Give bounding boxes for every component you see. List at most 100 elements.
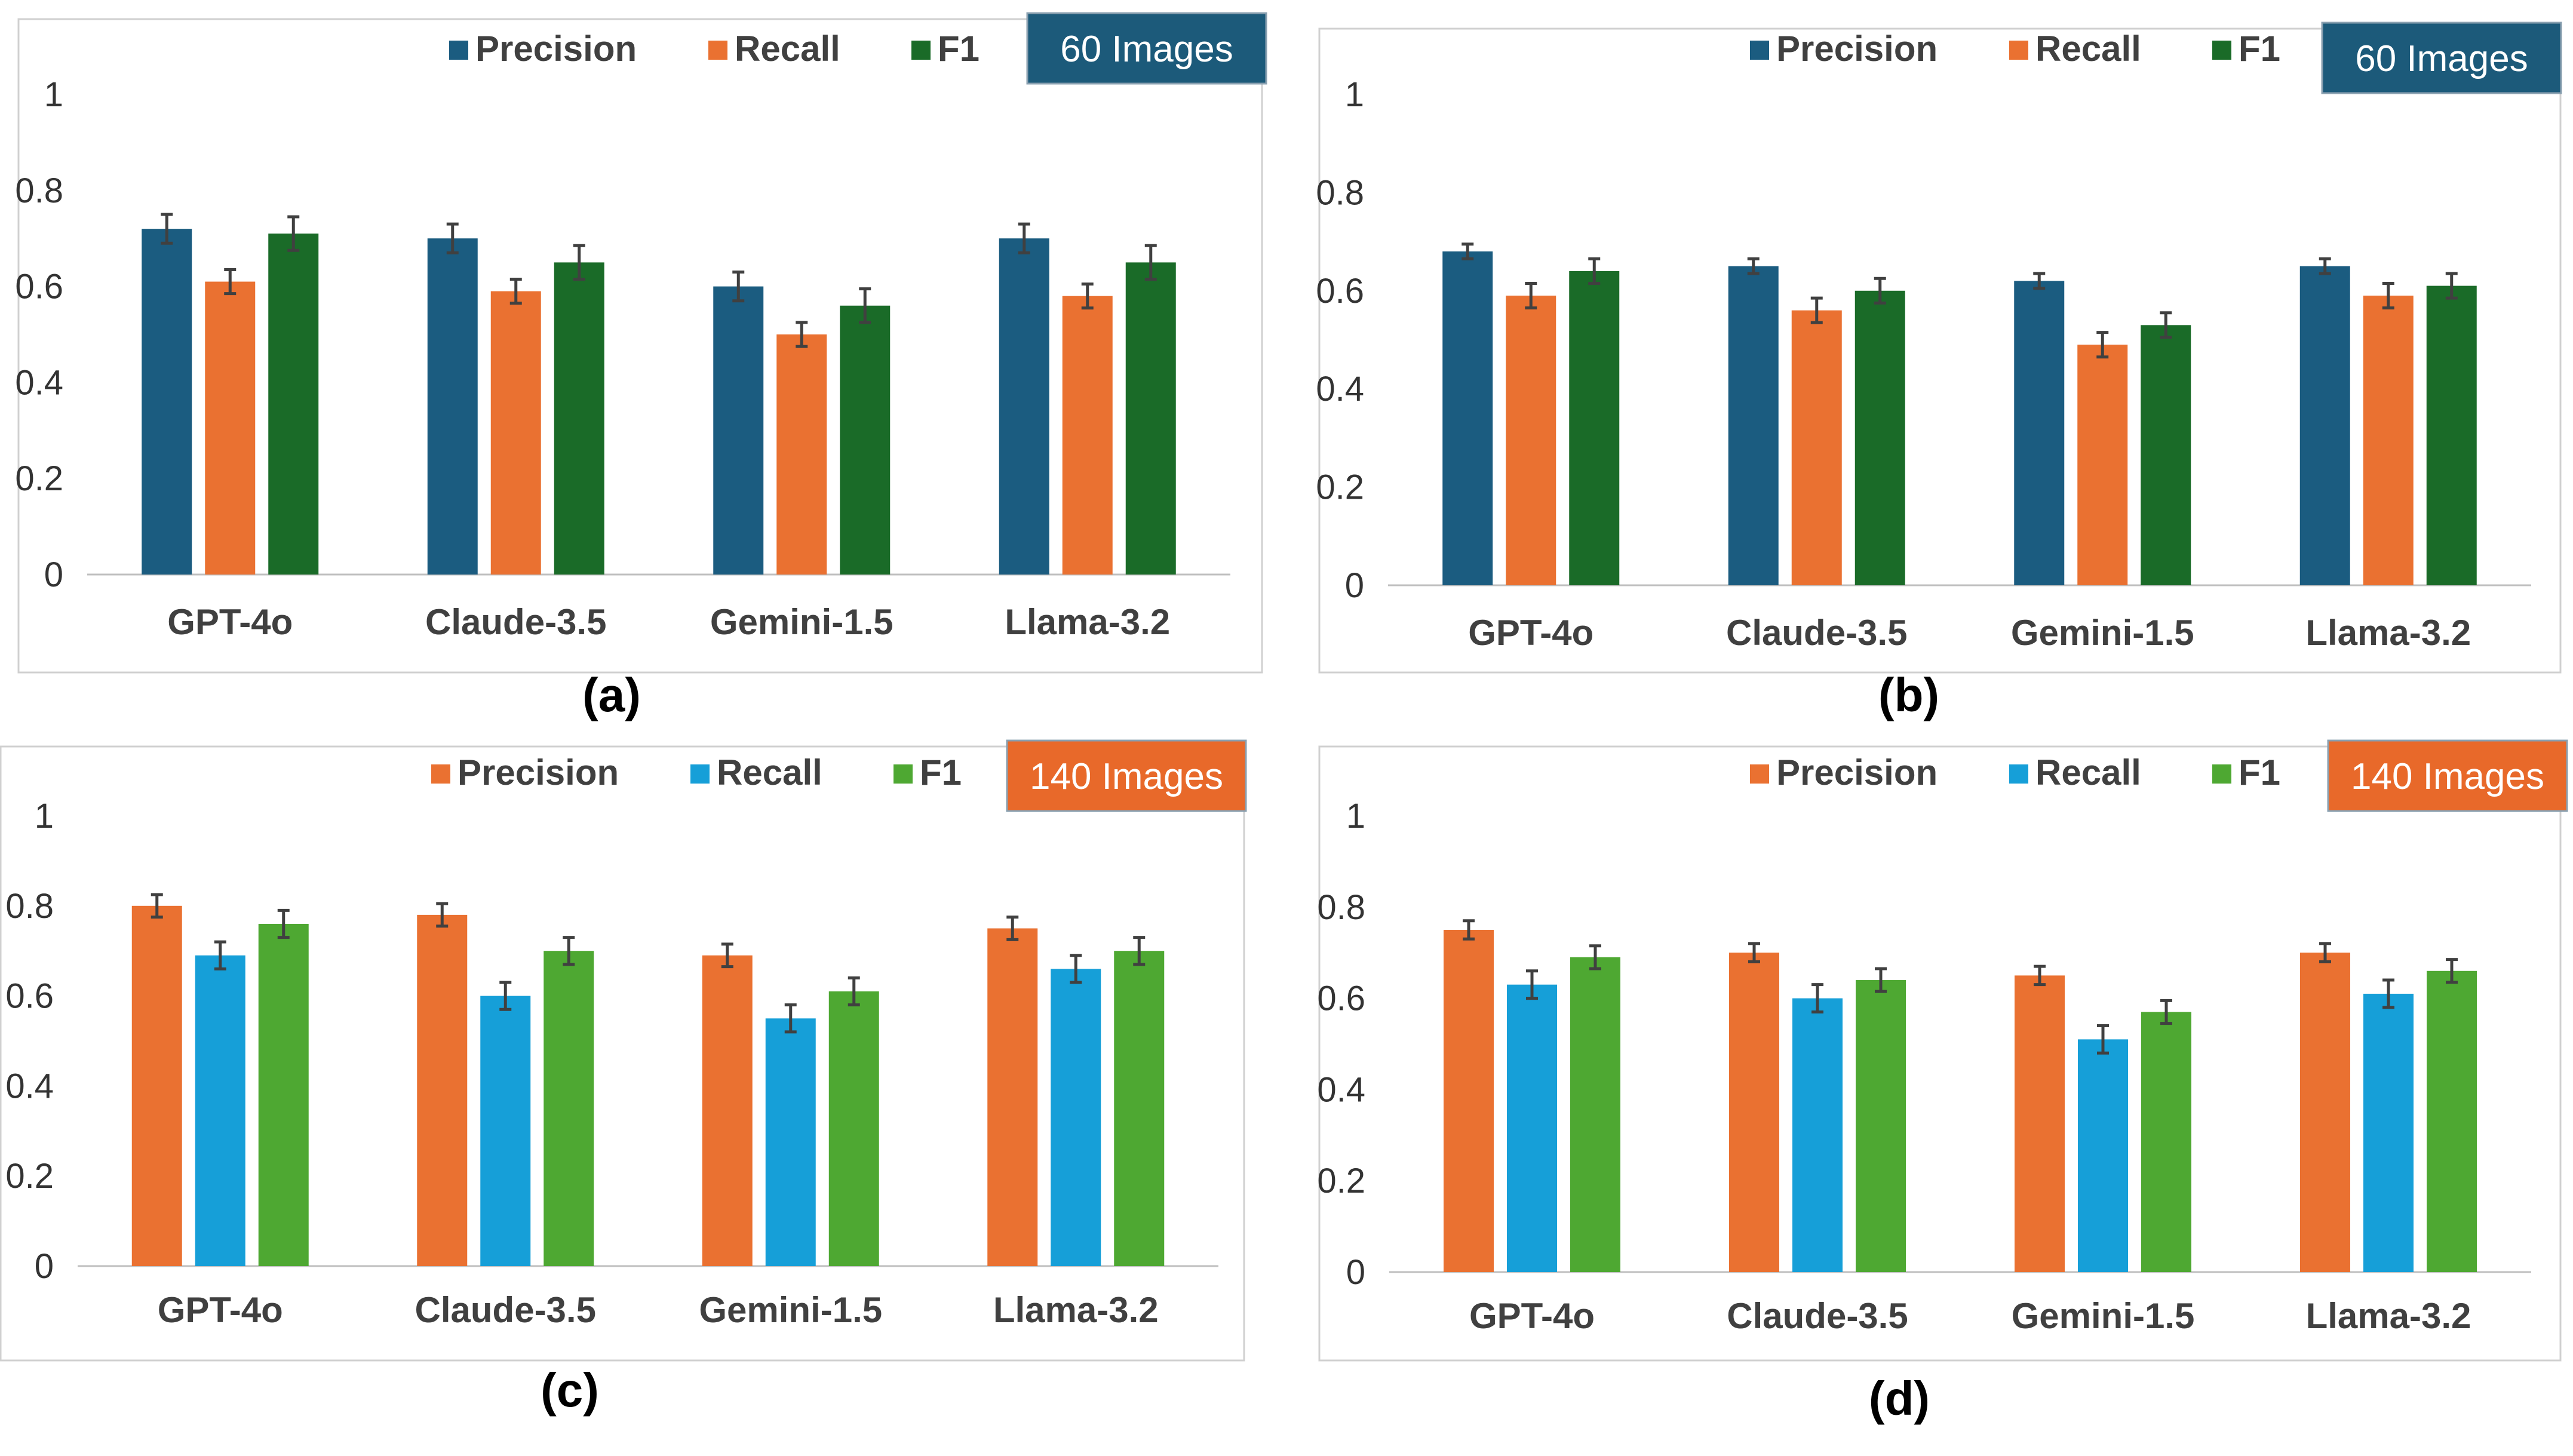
bar-f1-llama-3.2	[2426, 285, 2477, 585]
category-label: Gemini-1.5	[2011, 613, 2194, 653]
bar-recall-gemini-1.5	[776, 334, 827, 575]
bar-recall-claude-3.5	[1792, 998, 1843, 1272]
y-tick-label: 0.8	[5, 887, 54, 926]
caption-a: (a)	[582, 668, 641, 721]
legend-swatch	[2009, 764, 2028, 784]
category-label: GPT-4o	[1468, 613, 1593, 653]
y-tick-label: 0.4	[1317, 1070, 1365, 1109]
bar-precision-gpt-4o	[142, 229, 192, 575]
y-tick-label: 0.8	[1316, 173, 1364, 212]
chart-panel-c: 0 0.2 0.4 0.6 0.8 1 GPT-4o Claude-3.5 Gemini-1.5…	[0, 739, 1247, 1362]
bar-recall-claude-3.5	[480, 996, 531, 1266]
y-tick-label: 1	[44, 75, 63, 114]
legend-label: F1	[920, 752, 962, 792]
bar-precision-llama-3.2	[999, 238, 1049, 575]
category-label: GPT-4o	[1469, 1296, 1595, 1336]
category-label: GPT-4o	[167, 602, 293, 642]
caption-d: (d)	[1868, 1372, 1930, 1425]
bar-precision-gemini-1.5	[702, 955, 753, 1266]
bar-recall-llama-3.2	[1062, 296, 1113, 575]
bar-recall-gemini-1.5	[765, 1018, 816, 1266]
legend-label: Recall	[717, 752, 822, 792]
chart-a-svg: 0 0.2 0.4 0.6 0.8 1 GPT-4o Claude-3.5 Gemini-1.5…	[15, 12, 1267, 674]
legend-label: Precision	[1776, 752, 1938, 792]
bar-f1-claude-3.5	[1856, 980, 1906, 1272]
legend-swatch	[2212, 764, 2231, 784]
category-label: Claude-3.5	[1726, 613, 1907, 653]
legend-label: F1	[938, 29, 980, 69]
bar-precision-gpt-4o	[1442, 251, 1493, 585]
bar-precision-llama-3.2	[2300, 953, 2350, 1272]
bar-f1-claude-3.5	[1854, 290, 1905, 585]
bar-recall-claude-3.5	[1791, 310, 1842, 585]
y-tick-label: 0	[35, 1247, 54, 1286]
y-tick-label: 0	[1346, 1253, 1365, 1292]
bar-recall-gpt-4o	[195, 955, 245, 1266]
chart-b-svg: 0 0.2 0.4 0.6 0.8 1 GPT-4o Claude-3.5 Gemini-1.5…	[1316, 21, 2562, 674]
bar-f1-gpt-4o	[268, 234, 319, 575]
legend-label: Precision	[458, 752, 619, 792]
y-tick-label: 1	[35, 797, 54, 835]
images-badge	[2321, 21, 2562, 94]
y-tick-label: 0.4	[5, 1067, 54, 1105]
bar-f1-gpt-4o	[1569, 271, 1620, 585]
y-tick-label: 0.6	[1316, 272, 1364, 311]
chart-d-svg: 0 0.2 0.4 0.6 0.8 1 GPT-4o Claude-3.5 Gemini-1.5…	[1317, 739, 2568, 1362]
bar-f1-gemini-1.5	[828, 991, 879, 1266]
y-tick-label: 0.4	[15, 363, 63, 402]
y-tick-label: 0	[44, 555, 63, 594]
bar-f1-llama-3.2	[2427, 970, 2477, 1272]
legend-swatch	[2009, 41, 2028, 60]
legend-swatch	[449, 41, 468, 60]
legend-label: Precision	[475, 29, 637, 69]
bar-f1-gemini-1.5	[2141, 1012, 2191, 1272]
y-tick-label: 0.8	[1317, 888, 1365, 927]
bar-precision-claude-3.5	[427, 238, 478, 575]
bar-f1-llama-3.2	[1114, 951, 1165, 1266]
legend-swatch	[894, 764, 913, 784]
bar-recall-llama-3.2	[1051, 969, 1101, 1266]
category-label: Llama-3.2	[2305, 613, 2471, 653]
y-tick-label: 0.2	[5, 1157, 54, 1196]
y-tick-label: 1	[1345, 75, 1364, 114]
y-tick-label: 0.6	[1317, 979, 1365, 1018]
images-badge-label: 140 Images	[1030, 756, 1223, 797]
images-badge	[2327, 739, 2568, 812]
bar-recall-llama-3.2	[2363, 296, 2414, 585]
chart-panel-b: 0 0.2 0.4 0.6 0.8 1 GPT-4o Claude-3.5 Gemini-1.5…	[1316, 13, 2562, 674]
y-tick-label: 0	[1345, 566, 1364, 605]
bar-recall-gemini-1.5	[2078, 1039, 2128, 1272]
y-tick-label: 0.6	[5, 977, 54, 1016]
bar-precision-gemini-1.5	[2014, 281, 2065, 585]
bar-recall-gemini-1.5	[2077, 345, 2128, 585]
bar-f1-gpt-4o	[258, 923, 309, 1266]
images-badge-label: 60 Images	[1060, 29, 1233, 70]
legend-swatch	[708, 41, 727, 60]
y-tick-label: 0.2	[1317, 1162, 1365, 1200]
legend-swatch	[911, 41, 931, 60]
chart-panel-a: 0 0.2 0.4 0.6 0.8 1 GPT-4o Claude-3.5 Gemini-1.5…	[15, 12, 1267, 674]
bar-precision-gpt-4o	[131, 905, 182, 1266]
images-badge-label: 140 Images	[2351, 756, 2544, 797]
category-label: Gemini-1.5	[699, 1290, 882, 1330]
chart-c-svg: 0 0.2 0.4 0.6 0.8 1 GPT-4o Claude-3.5 Gemini-1.5…	[0, 739, 1247, 1362]
bar-precision-claude-3.5	[1728, 266, 1779, 585]
bar-f1-gemini-1.5	[2141, 325, 2191, 585]
category-label: Llama-3.2	[993, 1290, 1159, 1330]
legend-swatch	[2212, 41, 2231, 60]
legend-label: Recall	[735, 29, 840, 69]
y-tick-label: 1	[1346, 797, 1365, 835]
legend-label: Recall	[2035, 29, 2141, 69]
category-label: Claude-3.5	[415, 1290, 596, 1330]
y-tick-label: 0.4	[1316, 370, 1364, 408]
legend-label: F1	[2239, 29, 2280, 69]
legend-swatch	[690, 764, 710, 784]
legend-label: Recall	[2035, 752, 2141, 792]
bar-precision-claude-3.5	[1729, 953, 1779, 1272]
category-label: Claude-3.5	[1727, 1296, 1908, 1336]
legend-swatch	[431, 764, 450, 784]
legend-label: F1	[2239, 752, 2280, 792]
y-tick-label: 0.2	[1316, 468, 1364, 507]
category-label: Gemini-1.5	[710, 602, 894, 642]
category-label: Gemini-1.5	[2012, 1296, 2195, 1336]
